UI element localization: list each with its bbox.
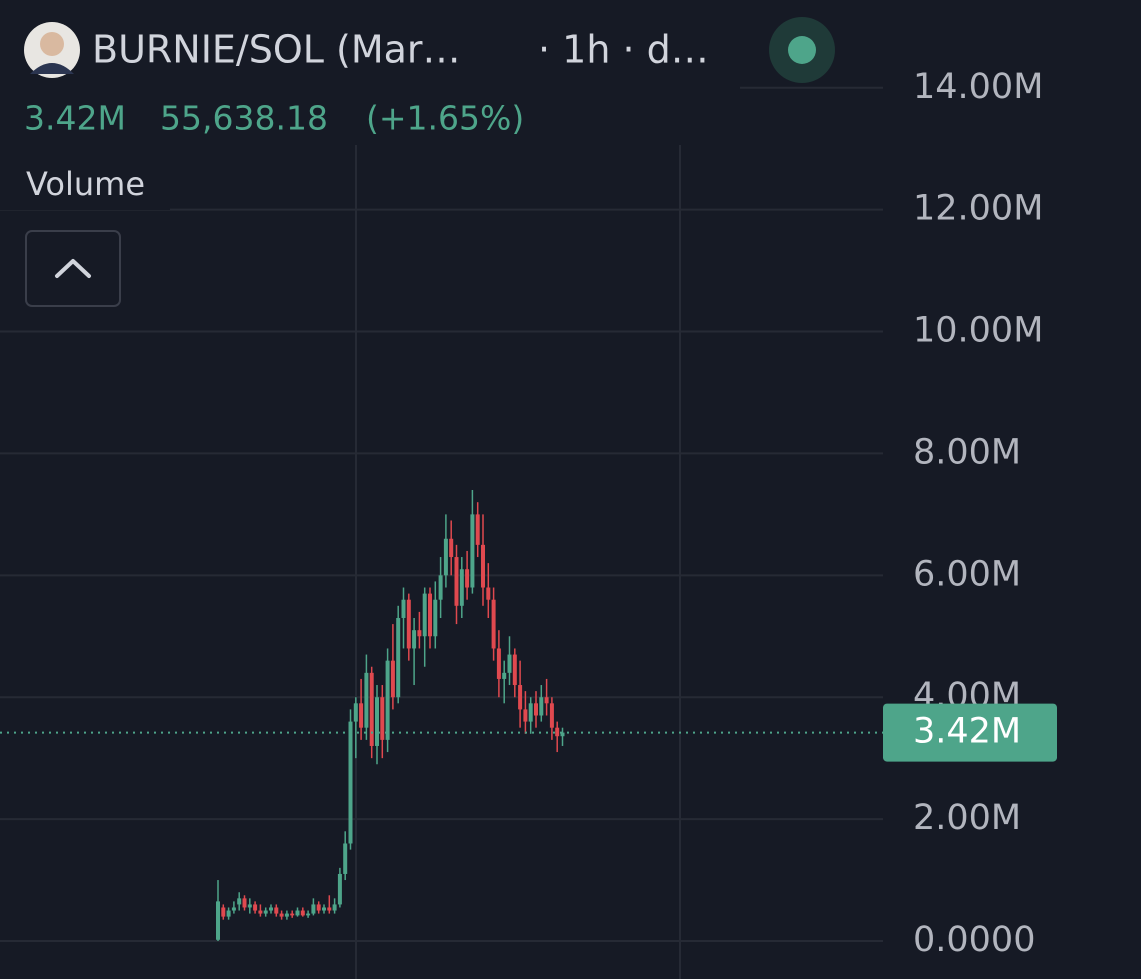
candle-body [226,910,231,917]
candle-body [311,904,316,914]
status-dot [788,36,816,64]
y-tick-label: 14.00M [913,67,1043,107]
candle-body [465,569,470,588]
candle-body [364,672,369,728]
candle-body [216,901,220,940]
avatar-face [40,32,64,56]
candle-body [359,703,364,728]
candle-body [470,514,475,588]
candle-body [380,697,385,740]
candle-body [560,732,565,737]
candle-body [539,697,544,716]
y-tick-label: 2.00M [913,798,1021,838]
interval: · 1h · d… [538,28,709,72]
candle-body [443,538,448,576]
candle-body [438,575,443,600]
candle-body [279,913,284,917]
candle-body [491,599,496,649]
candle-body [295,910,300,916]
change: 55,638.18 [160,99,328,138]
last-price-label: 3.42M [913,712,1021,752]
candle-body [343,843,348,874]
candle-body [406,599,411,649]
candle-body [507,654,512,673]
symbol: BURNIE/SOL (Mar… [92,28,461,72]
candle-body [300,910,305,916]
candle-body [269,907,273,911]
candle-body [263,910,268,914]
y-tick-label: 12.00M [913,189,1043,229]
y-tick-label: 8.00M [913,432,1021,472]
candle-body [422,593,427,637]
candle-body [237,898,242,905]
candle-body [316,904,321,911]
candle-body [258,910,263,914]
candle-body [242,898,247,908]
candle-body [274,907,279,914]
candle-body [290,913,295,916]
candle-body [512,654,517,686]
indicator-label: Volume [26,165,145,203]
candle-body [322,907,326,911]
header: BURNIE/SOL (Mar… · 1h · d… 3.42M 55,638.… [0,0,835,307]
y-tick-label: 10.00M [913,311,1043,351]
candle-body [253,904,258,911]
candle-body [390,660,395,698]
candle-body [481,544,485,588]
avatar-body [30,63,74,74]
y-tick-label: 0.0000 [913,920,1035,960]
candle-body [231,907,236,911]
candle-body [555,727,560,737]
indicator-background [0,160,170,210]
collapse-button[interactable] [25,230,121,307]
change-percent: (+1.65%) [366,99,524,138]
candle-body [337,873,342,905]
candle-body [412,630,417,649]
candle-body [518,685,523,710]
price: 3.42M [24,99,126,138]
candle-body [486,587,491,600]
candle-body [353,703,358,722]
candle-body [496,648,501,679]
last-price-box [883,703,1057,762]
chevron-up [55,259,91,278]
candle-body [428,593,432,637]
candle-body [369,672,374,746]
y-tick-label: 6.00M [913,554,1021,594]
candle-body [327,907,332,911]
candle-body [449,538,454,558]
candle-body [502,672,507,679]
candle-body [385,660,390,740]
candle-body [523,709,528,722]
candle-body [348,721,353,844]
candle-body [375,697,379,746]
candle-body [549,703,554,728]
header-background [0,0,740,145]
candle-body [221,907,226,917]
candle-body [306,913,311,916]
candle-body [528,703,533,722]
candle-body [433,599,438,637]
candle-body [417,630,422,637]
candle-body [396,617,401,698]
candle-body [284,913,289,917]
candle-body [454,557,459,606]
candle-body [534,703,538,716]
candle-body [475,514,480,545]
candle-body [247,904,252,908]
candle-body [401,599,406,618]
candle-body [332,904,337,911]
candle-body [459,569,464,606]
candle-body [544,697,549,704]
